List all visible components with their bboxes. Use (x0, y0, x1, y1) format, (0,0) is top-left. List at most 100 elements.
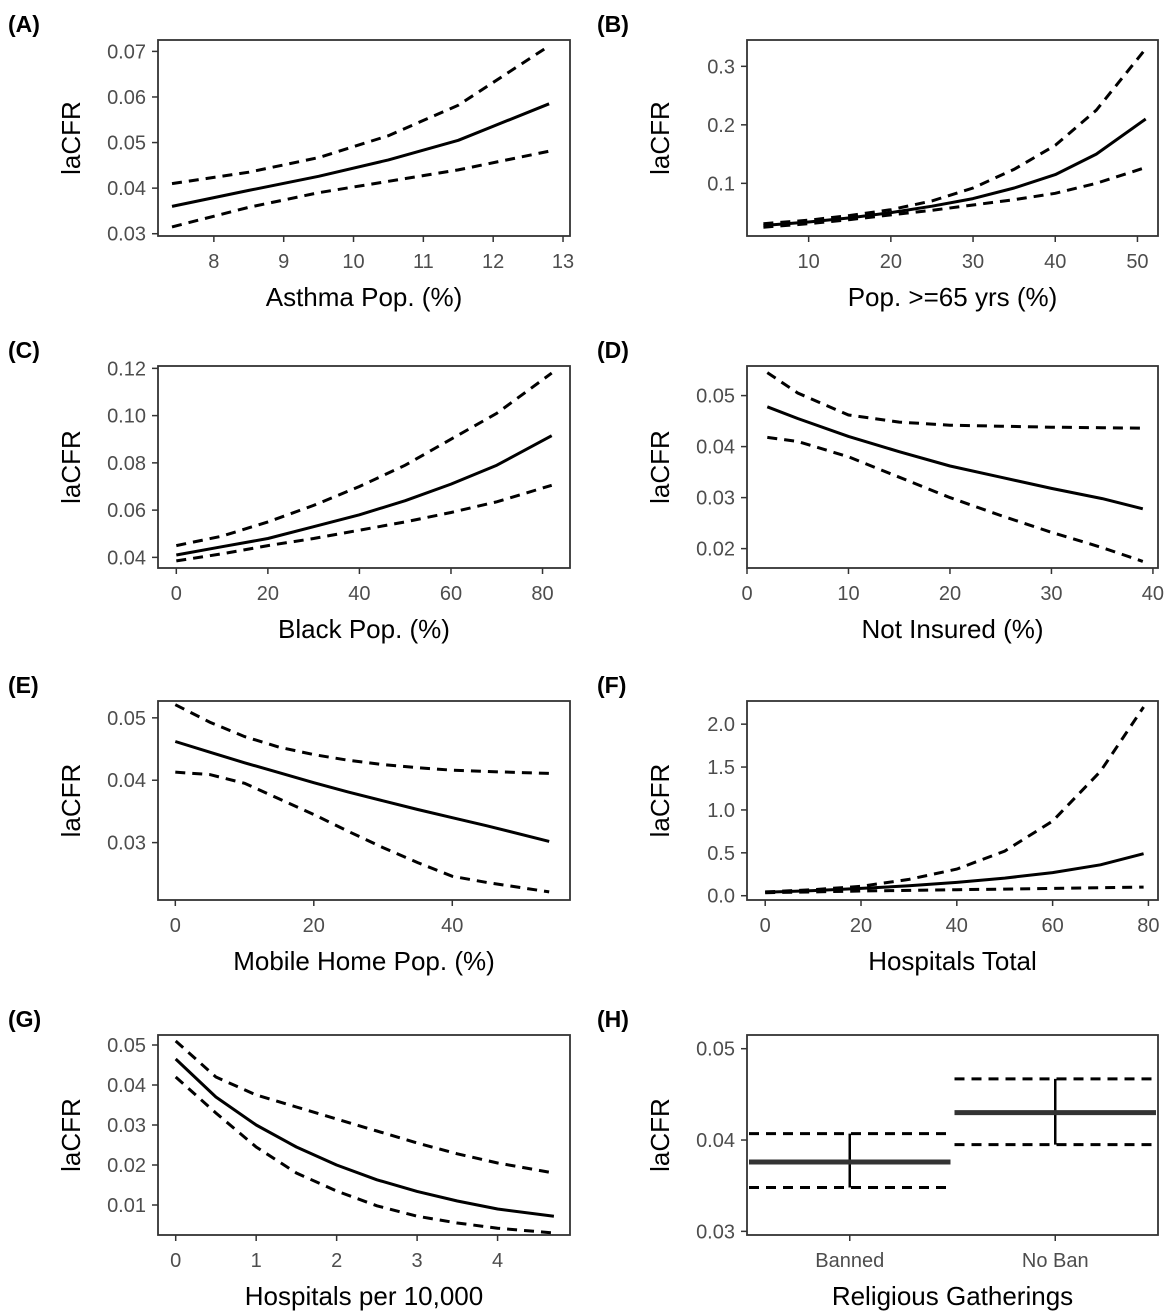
panel-label: (C) (8, 337, 40, 363)
x-tick-label: 80 (531, 583, 553, 605)
lower-ci-line (171, 149, 550, 229)
upper-ci-line (175, 371, 553, 548)
y-tick-label: 0.02 (696, 539, 735, 561)
x-tick-label: 10 (837, 583, 859, 605)
x-tick-label: 10 (342, 251, 364, 273)
plot-frame (746, 365, 1159, 569)
y-tick-label: 0.06 (107, 500, 146, 522)
panel-c: 0.04 0.06 0.08 0.10 0.12 0 20 40 60 80 Black Pop. … (8, 337, 571, 644)
x-tick-label: 0 (170, 915, 181, 937)
x-axis-title: Pop. >=65 yrs (%) (848, 282, 1058, 312)
upper-ci-line (763, 47, 1147, 226)
x-axis-title: Asthma Pop. (%) (266, 282, 463, 312)
x-tick-label: 0 (171, 583, 182, 605)
plot-frame (157, 365, 571, 569)
panel-label: (E) (8, 672, 39, 698)
x-axis-title: Black Pop. (%) (278, 614, 450, 644)
upper-ci-line (765, 706, 1145, 894)
plot-frame (746, 700, 1159, 901)
panel-f: 0.0 0.5 1.0 1.5 2.0 0 20 40 60 80 Hospitals Total l… (597, 672, 1160, 976)
y-tick-label: 0.03 (107, 224, 146, 246)
panel-label: (H) (597, 1006, 629, 1032)
x-tick-label: 3 (412, 1250, 423, 1272)
x-tick-label: 40 (441, 915, 463, 937)
x-tick-label: 10 (798, 251, 820, 273)
y-axis-title: laCFR (645, 764, 675, 838)
x-tick-label: 30 (962, 251, 984, 273)
panel-label: (A) (8, 11, 40, 37)
x-axis-title: Hospitals per 10,000 (245, 1281, 483, 1311)
x-category-label: No Ban (1022, 1250, 1089, 1272)
y-tick-label: 0.1 (707, 173, 735, 195)
fit-line (766, 405, 1144, 511)
panel-label: (G) (8, 1006, 41, 1032)
y-tick-label: 0.03 (696, 488, 735, 510)
upper-ci-line (174, 1039, 555, 1175)
panel-label: (F) (597, 672, 626, 698)
x-tick-label: 4 (492, 1250, 503, 1272)
lower-ci-line (763, 166, 1147, 229)
x-tick-label: 20 (257, 583, 279, 605)
lower-ci-line (176, 483, 553, 563)
x-tick-label: 60 (1041, 915, 1063, 937)
y-tick-label: 0.03 (107, 833, 146, 855)
x-tick-label: 20 (939, 583, 961, 605)
fit-line (171, 102, 550, 208)
y-axis-title: laCFR (56, 101, 86, 175)
y-tick-label: 0.0 (707, 886, 735, 908)
panel-d: 0.02 0.03 0.04 0.05 0 10 20 30 40 Not Insured (%)… (597, 337, 1164, 644)
x-tick-label: 80 (1137, 915, 1159, 937)
x-category-label: Banned (815, 1250, 884, 1272)
y-tick-label: 0.05 (107, 133, 146, 155)
fit-line (174, 740, 550, 843)
y-axis-title: laCFR (56, 764, 86, 838)
y-tick-label: 0.07 (107, 41, 146, 63)
x-tick-label: 1 (251, 1250, 262, 1272)
y-tick-label: 0.04 (696, 437, 735, 459)
y-tick-label: 0.04 (696, 1130, 735, 1152)
y-tick-label: 0.5 (707, 843, 735, 865)
y-tick-label: 0.05 (696, 1039, 735, 1061)
x-tick-label: 60 (440, 583, 462, 605)
panel-label: (B) (597, 11, 629, 37)
panel-label: (D) (597, 337, 629, 363)
y-tick-label: 0.06 (107, 87, 146, 109)
y-tick-label: 0.12 (107, 358, 146, 380)
lower-ci-line (767, 435, 1144, 563)
panel-e: 0.03 0.04 0.05 0 20 40 Mobile Home Pop. (%) laC… (8, 672, 571, 976)
y-tick-label: 0.05 (107, 1035, 146, 1057)
x-tick-label: 30 (1040, 583, 1062, 605)
x-tick-label: 8 (208, 251, 219, 273)
x-tick-label: 20 (850, 915, 872, 937)
x-axis-title: Mobile Home Pop. (%) (233, 946, 495, 976)
lower-ci-line (765, 885, 1144, 895)
x-tick-label: 0 (741, 583, 752, 605)
y-tick-label: 0.05 (107, 708, 146, 730)
x-tick-label: 20 (880, 251, 902, 273)
upper-ci-line (174, 703, 550, 775)
plot-frame (746, 39, 1159, 237)
y-tick-label: 0.10 (107, 406, 146, 428)
y-axis-title: laCFR (645, 1098, 675, 1172)
x-tick-label: 40 (348, 583, 370, 605)
panel-b: 0.1 0.2 0.3 10 20 30 40 50 Pop. >=65 yrs (%) laCF… (597, 11, 1159, 312)
y-tick-label: 0.08 (107, 453, 146, 475)
plot-frame (157, 39, 571, 237)
y-axis-title: laCFR (645, 101, 675, 175)
panel-h: 0.03 0.04 0.05 Banned No Ban Religious Gather… (597, 1006, 1159, 1311)
y-axis-title: laCFR (56, 430, 86, 504)
y-tick-label: 0.03 (107, 1115, 146, 1137)
y-tick-label: 0.05 (696, 386, 735, 408)
y-axis-title: laCFR (56, 1098, 86, 1172)
x-tick-label: 40 (946, 915, 968, 937)
x-axis-title: Hospitals Total (868, 946, 1037, 976)
plot-frame (157, 700, 571, 901)
x-tick-label: 0 (760, 915, 771, 937)
lower-ci-line (175, 770, 550, 894)
y-tick-label: 1.5 (707, 757, 735, 779)
x-tick-label: 12 (482, 251, 504, 273)
x-axis-title: Religious Gatherings (832, 1281, 1073, 1311)
panel-g: 0.01 0.02 0.03 0.04 0.05 0 1 2 3 4 Hospitals per 1… (8, 1006, 571, 1311)
fit-line (763, 117, 1147, 227)
